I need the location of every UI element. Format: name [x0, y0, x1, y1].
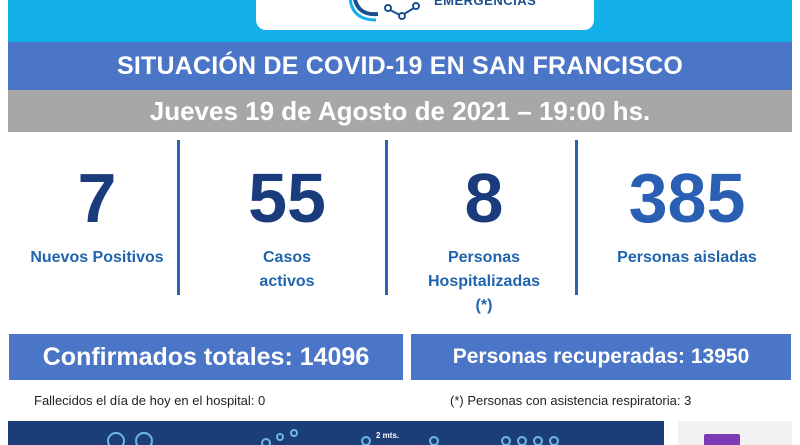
respiratory-note: (*) Personas con asistencia respiratoria… — [450, 393, 692, 408]
top-banner: EMERGENCIAS — [8, 0, 792, 42]
stat-divider — [575, 140, 578, 295]
stat-divider — [385, 140, 388, 295]
logo-text: EMERGENCIAS — [434, 0, 537, 8]
logo-badge: EMERGENCIAS — [256, 0, 594, 30]
distance-label: 2 mts. — [376, 431, 400, 440]
person-icon — [517, 436, 527, 445]
stat-label: Personas Hospitalizadas (*) — [427, 249, 541, 314]
stat-isolated: 385 Personas aisladas — [582, 150, 792, 270]
stat-label: Nuevos Positivos — [30, 249, 164, 266]
stat-value: 385 — [628, 159, 746, 237]
person-icon — [361, 436, 371, 445]
prevention-banner: 2 mts. — [8, 421, 664, 445]
person-icon — [549, 436, 559, 445]
stat-value: 7 — [77, 159, 117, 237]
person-icon — [533, 436, 543, 445]
recovered-total: Personas recuperadas: 13950 — [411, 334, 791, 380]
date-line: Jueves 19 de Agosto de 2021 – 19:00 hs. — [8, 90, 792, 132]
side-logo-area — [678, 421, 792, 445]
hand-wash-icon — [261, 438, 271, 445]
purple-logo-icon — [704, 434, 740, 445]
drop-icon — [276, 433, 284, 441]
stat-divider — [177, 140, 180, 295]
stat-active-cases: 55 Casos activos — [192, 150, 382, 294]
drop-icon — [290, 429, 298, 437]
person-mask-icon — [135, 432, 153, 445]
stat-label: Personas aisladas — [617, 249, 757, 266]
stat-new-positives: 7 Nuevos Positivos — [18, 150, 176, 270]
stat-hospitalized: 8 Personas Hospitalizadas (*) — [392, 150, 576, 318]
stat-label: Casos activos — [259, 249, 315, 290]
page-title: SITUACIÓN DE COVID-19 EN SAN FRANCISCO — [8, 42, 792, 90]
stat-value: 8 — [464, 159, 504, 237]
person-icon — [429, 436, 439, 445]
network-logo-icon — [348, 0, 420, 22]
prevention-icons — [107, 429, 559, 445]
confirmed-total: Confirmados totales: 14096 — [9, 334, 403, 380]
person-icon — [501, 436, 511, 445]
person-mask-icon — [107, 432, 125, 445]
stat-value: 55 — [248, 159, 326, 237]
deaths-note: Fallecidos el día de hoy en el hospital:… — [34, 393, 266, 408]
